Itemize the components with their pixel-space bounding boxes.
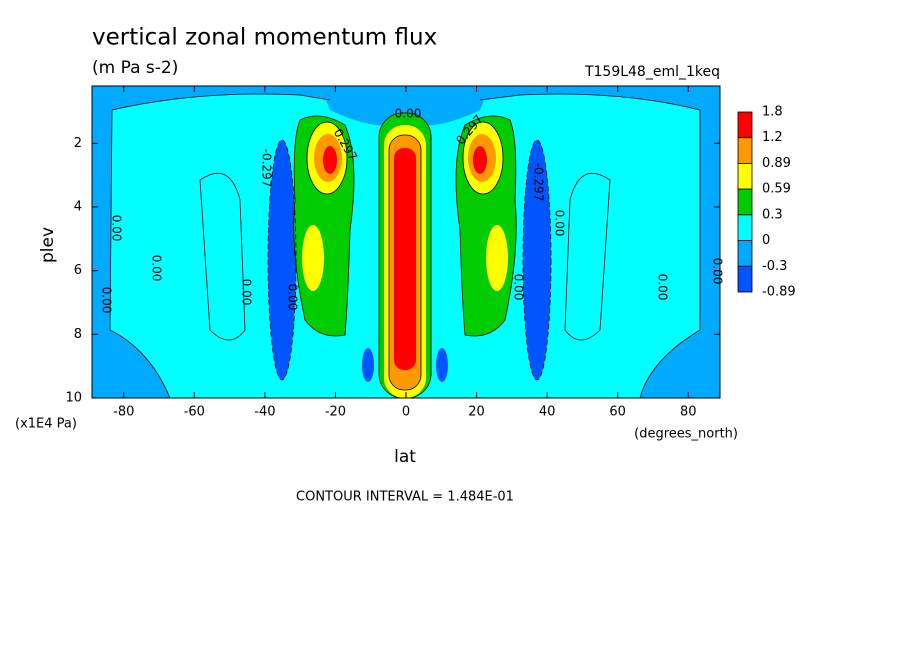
y-axis-label: plev	[38, 227, 58, 263]
x-axis-label: lat	[394, 447, 416, 467]
colorbar-label: 0	[762, 233, 770, 248]
colorbar-box	[737, 188, 753, 216]
x-tick-label: -20	[325, 405, 346, 420]
colorbar-box	[737, 265, 753, 293]
x-tick-label: -40	[254, 405, 275, 420]
contour-label: 0.00	[512, 274, 526, 301]
colorbar-label: 0.89	[762, 156, 791, 171]
contour-label: 0.00	[656, 274, 670, 301]
y-tick-label: 2	[74, 136, 82, 151]
x-units: (degrees_north)	[634, 427, 738, 442]
colorbar-label: -0.3	[762, 259, 787, 274]
contour-label: 0.00	[395, 107, 422, 121]
run-label: T159L48_eml_1keq	[584, 64, 720, 80]
contour-label: 0.00	[553, 210, 567, 237]
colorbar-box	[737, 111, 753, 139]
x-tick-label: 20	[468, 405, 485, 420]
colorbar-label: 1.8	[762, 105, 783, 120]
y-tick-label: 6	[74, 263, 82, 278]
contour-label: -0.297	[260, 149, 274, 188]
chart-title: vertical zonal momentum flux	[92, 25, 437, 51]
colorbar-box	[737, 214, 753, 241]
x-tick-label: -80	[113, 405, 134, 420]
colorbar-label: 1.2	[762, 130, 783, 145]
contour-label: 0.00	[110, 215, 124, 242]
contour-label: 0.00	[286, 284, 300, 311]
colorbar-box	[737, 137, 753, 164]
colorbar-label: -0.89	[762, 285, 796, 300]
chart-subtitle: (m Pa s-2)	[92, 58, 178, 78]
y-units: (x1E4 Pa)	[15, 417, 77, 432]
x-tick-label: -60	[184, 405, 205, 420]
y-tick-label: 8	[74, 327, 82, 342]
x-tick-label: 40	[539, 405, 556, 420]
contour-label: 0.00	[240, 279, 254, 306]
x-tick-label: 0	[402, 405, 410, 420]
colorbar-label: 0.3	[762, 207, 783, 222]
colorbar-box	[737, 163, 753, 190]
colorbar-label: 0.59	[762, 182, 791, 197]
x-tick-label: 60	[609, 405, 626, 420]
footnote: CONTOUR INTERVAL = 1.484E-01	[296, 490, 514, 505]
colorbar-box	[737, 240, 753, 267]
x-tick-label: 80	[680, 405, 697, 420]
contour-label: 0.00	[150, 255, 164, 282]
contour-label: 0.00	[711, 258, 725, 285]
y-tick-label: 4	[74, 199, 82, 214]
contour-label: -0.297	[532, 163, 546, 202]
y-tick-label: 10	[65, 391, 82, 406]
contour-label: 0.00	[100, 287, 114, 314]
contour-field	[92, 86, 720, 398]
